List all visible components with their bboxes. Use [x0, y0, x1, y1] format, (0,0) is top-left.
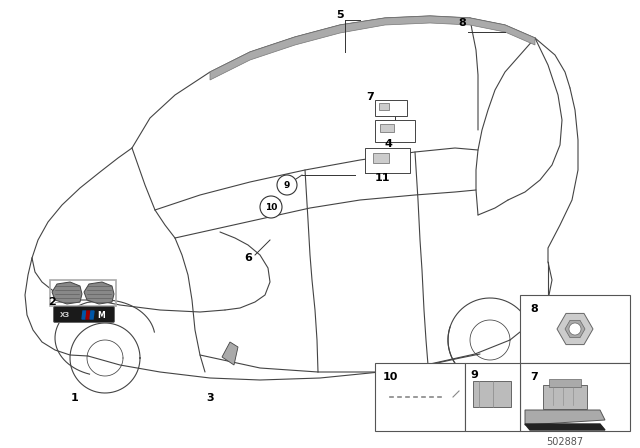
Text: 7: 7	[530, 372, 538, 382]
Text: 9: 9	[470, 370, 478, 380]
FancyBboxPatch shape	[54, 306, 115, 323]
Bar	[520, 295, 630, 363]
Text: 5: 5	[336, 10, 344, 20]
Bar	[520, 363, 630, 431]
Bar	[379, 103, 389, 110]
Text: 2: 2	[48, 297, 56, 307]
Polygon shape	[52, 282, 82, 304]
Bar	[373, 153, 389, 163]
Text: 10: 10	[265, 202, 277, 211]
Text: 11: 11	[374, 173, 390, 183]
Polygon shape	[557, 314, 593, 345]
Text: M: M	[97, 310, 105, 319]
Text: X3: X3	[60, 312, 70, 318]
Text: 4: 4	[384, 139, 392, 149]
Text: 9: 9	[284, 181, 290, 190]
Bar	[380, 124, 394, 132]
Bar	[375, 100, 407, 116]
Bar	[473, 381, 511, 407]
Circle shape	[569, 323, 581, 335]
Text: 3: 3	[206, 393, 214, 403]
Polygon shape	[210, 16, 535, 80]
Bar	[375, 363, 465, 431]
Polygon shape	[222, 342, 238, 365]
Bar	[549, 379, 581, 387]
Polygon shape	[82, 311, 86, 319]
Text: 8: 8	[530, 304, 538, 314]
Bar	[375, 120, 415, 142]
Text: 8: 8	[458, 18, 466, 28]
Text: 10: 10	[383, 372, 398, 382]
Text: 1: 1	[71, 393, 79, 403]
Polygon shape	[86, 311, 90, 319]
Circle shape	[277, 175, 297, 195]
Text: 6: 6	[244, 253, 252, 263]
Bar	[543, 385, 587, 409]
Text: 502887: 502887	[547, 437, 584, 447]
Polygon shape	[565, 320, 585, 338]
Bar	[465, 363, 520, 431]
Bar	[365, 148, 410, 173]
Text: 7: 7	[366, 92, 374, 102]
Circle shape	[260, 196, 282, 218]
Polygon shape	[525, 424, 605, 430]
Polygon shape	[525, 410, 605, 425]
Polygon shape	[90, 311, 94, 319]
Polygon shape	[84, 282, 114, 304]
